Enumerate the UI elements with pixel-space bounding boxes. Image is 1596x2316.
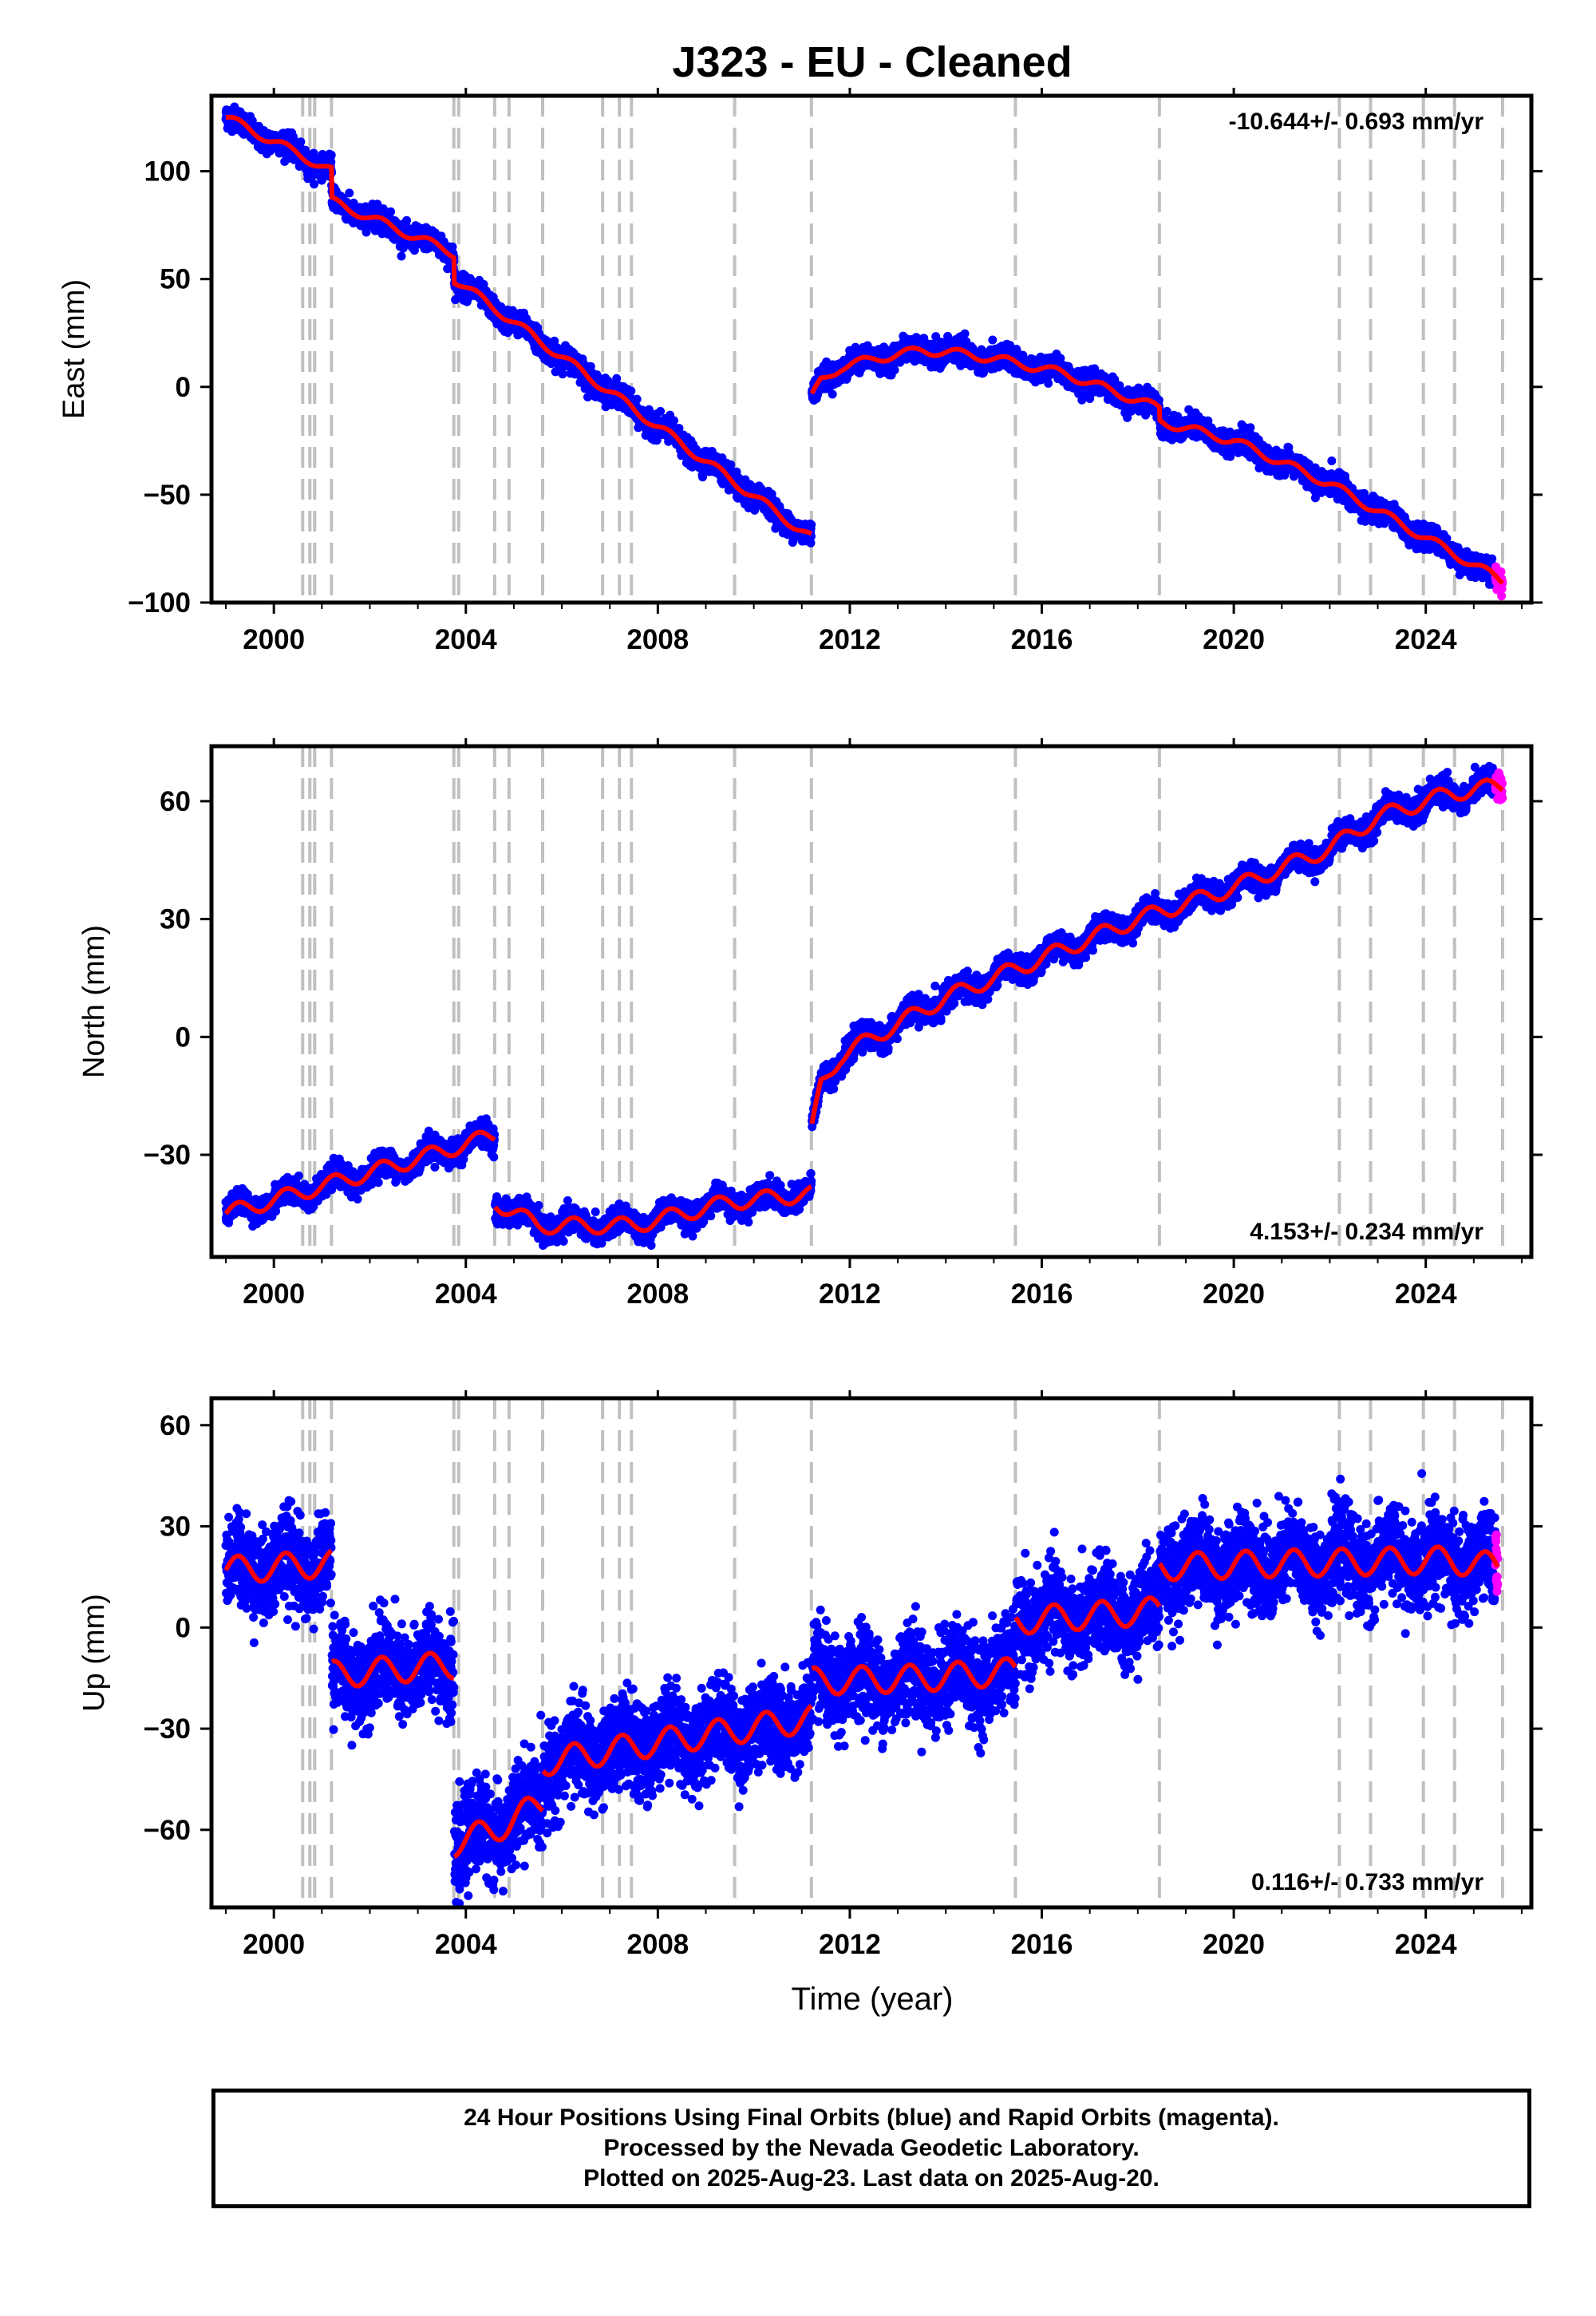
final-orbit-point	[386, 207, 396, 216]
final-orbit-point	[807, 520, 816, 529]
panel-east: 2000 2004 2008 2012 2016 2020 2024−100−5005010…	[57, 88, 1543, 655]
final-orbit-point	[373, 200, 382, 209]
final-orbit-point	[1044, 378, 1053, 388]
final-orbit-point	[402, 215, 412, 225]
final-orbit-point	[345, 188, 354, 198]
plot-area	[221, 96, 1507, 603]
final-orbit-point	[310, 180, 319, 189]
panels: 2000 2004 2008 2012 2016 2020 2024−100−5005010…	[57, 88, 1543, 1960]
chart-title: J323 - EU - Cleaned	[672, 38, 1072, 86]
final-orbit-point	[988, 335, 998, 345]
final-orbit-point	[448, 242, 457, 251]
final-orbit-point	[558, 370, 567, 379]
final-orbit-point	[296, 137, 306, 147]
final-orbit-point	[828, 389, 837, 399]
final-orbit-point	[890, 366, 899, 375]
final-orbit-point	[326, 150, 336, 160]
final-orbit-point	[656, 406, 666, 416]
final-orbit-point	[632, 394, 642, 404]
final-orbit-point	[960, 329, 970, 338]
final-orbit-point	[626, 386, 636, 396]
final-orbit-point	[397, 251, 406, 261]
